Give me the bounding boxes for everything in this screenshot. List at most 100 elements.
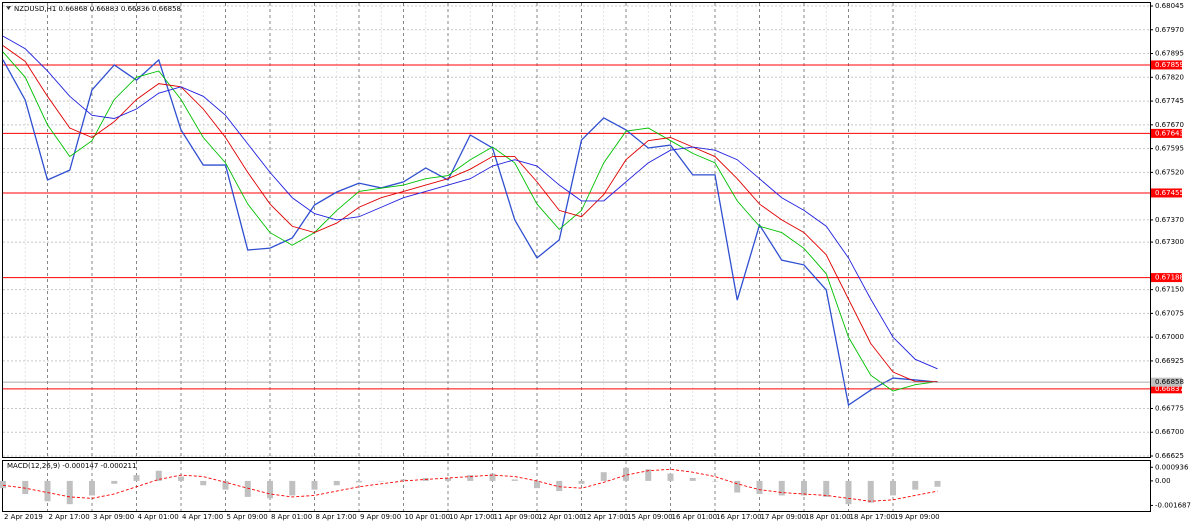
macd-bar [556,480,563,492]
x-tick-label: 5 Apr 09:00 [227,513,268,521]
macd-bar [734,480,741,493]
macd-bar [578,480,585,484]
level-label: 0.67643 [1155,129,1184,137]
macd-bar [867,480,874,503]
macd-bar [289,480,296,496]
x-tick-label: 12 Apr 17:00 [583,513,629,521]
macd-bar [22,480,29,494]
macd-bar [400,479,407,481]
macd-bar [489,473,496,481]
title-icon [6,6,11,10]
macd-bar [467,475,474,481]
macd-bar [267,480,273,499]
macd-bar [623,467,629,481]
x-tick-label: 8 Apr 01:00 [271,513,312,521]
y-tick-label: 0.67075 [1155,309,1184,317]
last-price-bg [1151,377,1182,387]
y-tick-label: 0.67595 [1155,145,1184,153]
last-price-label: 0.66858 [1155,378,1184,386]
price-line [2,58,938,407]
level-label-bg [1151,273,1182,283]
x-tick-label: 4 Apr 17:00 [182,513,223,521]
y-tick-label: 0.67150 [1155,286,1184,294]
x-tick-label: 16 Apr 01:00 [672,513,718,521]
x-tick-label: 12 Apr 01:00 [538,513,584,521]
x-tick-label: 2 Apr 17:00 [49,513,90,521]
macd-bar [89,480,95,496]
level-label: 0.66837 [1155,385,1184,393]
level-label-bg [1151,60,1182,70]
level-label: 0.67188 [1155,274,1184,282]
macd-bar [200,480,207,486]
y-tick-label: -0.001687 [1155,501,1191,509]
y-tick-label: 0.000936 [1155,463,1189,471]
x-tick-label: 11 Apr 09:00 [494,513,540,521]
level-label-bg [1151,188,1182,198]
main-frame [2,2,1151,458]
macd-bar [890,480,896,496]
y-tick-label: 0.67895 [1155,50,1184,58]
macd-bar [756,480,763,494]
x-tick-label: 10 Apr 17:00 [449,513,495,521]
y-tick-label: 0.00 [1155,477,1171,485]
x-tick-label: 4 Apr 01:00 [138,513,179,521]
macd-bar [0,480,6,489]
y-tick-label: 0.67745 [1155,97,1184,105]
macd-bar [111,480,118,484]
macd-bar [244,480,251,497]
x-tick-label: 10 Apr 01:00 [405,513,451,521]
macd-bar [912,480,919,490]
moving-average [2,51,938,392]
y-tick-label: 0.68045 [1155,2,1184,10]
macd-bar [645,469,652,481]
macd-bar [801,480,807,496]
chart-title: NZDUSD,H1 0.66868 0.66883 0.66836 0.6685… [14,5,181,13]
macd-signal [2,468,938,502]
x-tick-label: 17 Apr 09:00 [761,513,807,521]
y-tick-label: 0.67970 [1155,26,1184,34]
macd-bar [934,480,941,487]
x-tick-label: 19 Apr 09:00 [894,513,940,521]
x-tick-label: 8 Apr 17:00 [316,513,357,521]
macd-bar [600,472,607,481]
y-tick-label: 0.67300 [1155,238,1184,246]
macd-bar [823,480,830,497]
macd-bar [66,480,73,505]
macd-bar [689,478,696,481]
macd-bar [133,475,140,481]
level-label: 0.67455 [1155,189,1184,197]
y-tick-label: 0.67820 [1155,73,1184,81]
y-tick-label: 0.67000 [1155,333,1184,341]
macd-bar [778,480,785,496]
y-tick-label: 0.67670 [1155,121,1184,129]
moving-average [2,45,938,382]
x-tick-label: 18 Apr 01:00 [805,513,851,521]
y-tick-label: 0.66925 [1155,357,1184,365]
moving-average [2,35,938,370]
macd-bar [44,480,51,502]
macd-bar [712,480,718,482]
macd-bar [155,470,162,481]
level-label-bg [1151,128,1182,138]
x-tick-label: 3 Apr 09:00 [93,513,134,521]
y-tick-label: 0.66700 [1155,428,1184,436]
macd-bar [845,480,852,505]
x-tick-label: 18 Apr 17:00 [850,513,896,521]
macd-bar [356,480,362,483]
macd-bar [222,480,229,490]
macd-bar [333,480,340,486]
macd-bar [178,476,184,481]
x-tick-label: 9 Apr 09:00 [360,513,401,521]
y-tick-label: 0.67370 [1155,216,1184,224]
macd-bar [667,473,674,481]
y-tick-label: 0.67520 [1155,168,1184,176]
y-tick-label: 0.66775 [1155,404,1184,412]
y-tick-label: 0.66625 [1155,452,1184,460]
macd-title: MACD(12,26,9) -0.000147 -0.000211 [7,462,136,470]
macd-bar [378,480,385,482]
macd-bar [511,479,518,481]
level-label-bg [1151,384,1182,394]
macd-bar [311,480,318,490]
